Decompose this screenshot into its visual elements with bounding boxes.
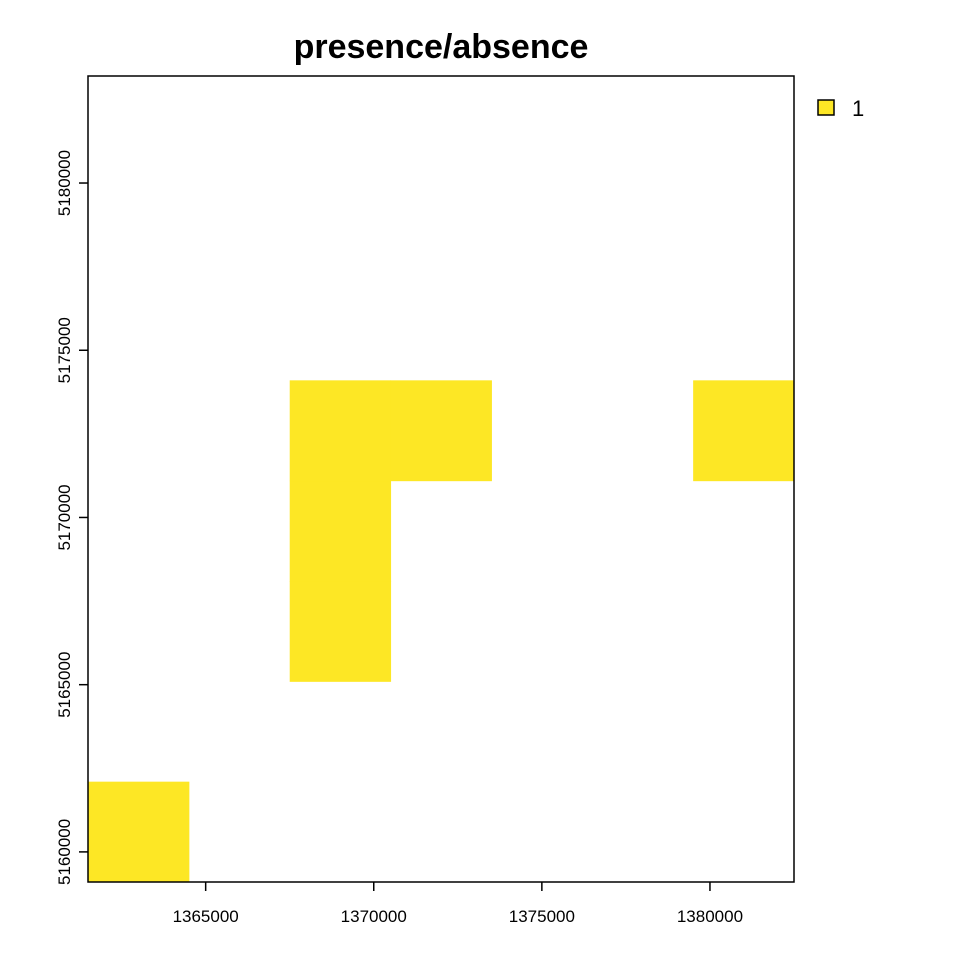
y-tick-label: 5160000 (55, 819, 74, 885)
plot-frame (87, 75, 795, 883)
raster-cell (289, 581, 392, 682)
y-tick-label: 5165000 (55, 652, 74, 718)
x-axis: 1365000 1370000 1375000 1380000 (173, 882, 743, 926)
x-tick-label: 1370000 (341, 907, 407, 926)
chart-title: presence/absence (294, 28, 589, 66)
x-tick-label: 1365000 (173, 907, 239, 926)
legend-swatch (817, 99, 835, 116)
x-tick-label: 1380000 (677, 907, 743, 926)
raster-cell (289, 480, 392, 582)
y-axis: 5160000 5165000 5170000 5175000 5180000 (55, 150, 88, 885)
raster-cell (390, 380, 492, 482)
raster-cell (88, 781, 190, 883)
raster-cell (693, 380, 795, 482)
legend: 1 (817, 96, 864, 121)
raster-cells (88, 380, 795, 883)
raster-cell (289, 380, 392, 482)
y-tick-label: 5170000 (55, 484, 74, 550)
legend-label: 1 (852, 96, 864, 121)
x-tick-label: 1375000 (509, 907, 575, 926)
y-tick-label: 5175000 (55, 317, 74, 383)
y-tick-label: 5180000 (55, 150, 74, 216)
